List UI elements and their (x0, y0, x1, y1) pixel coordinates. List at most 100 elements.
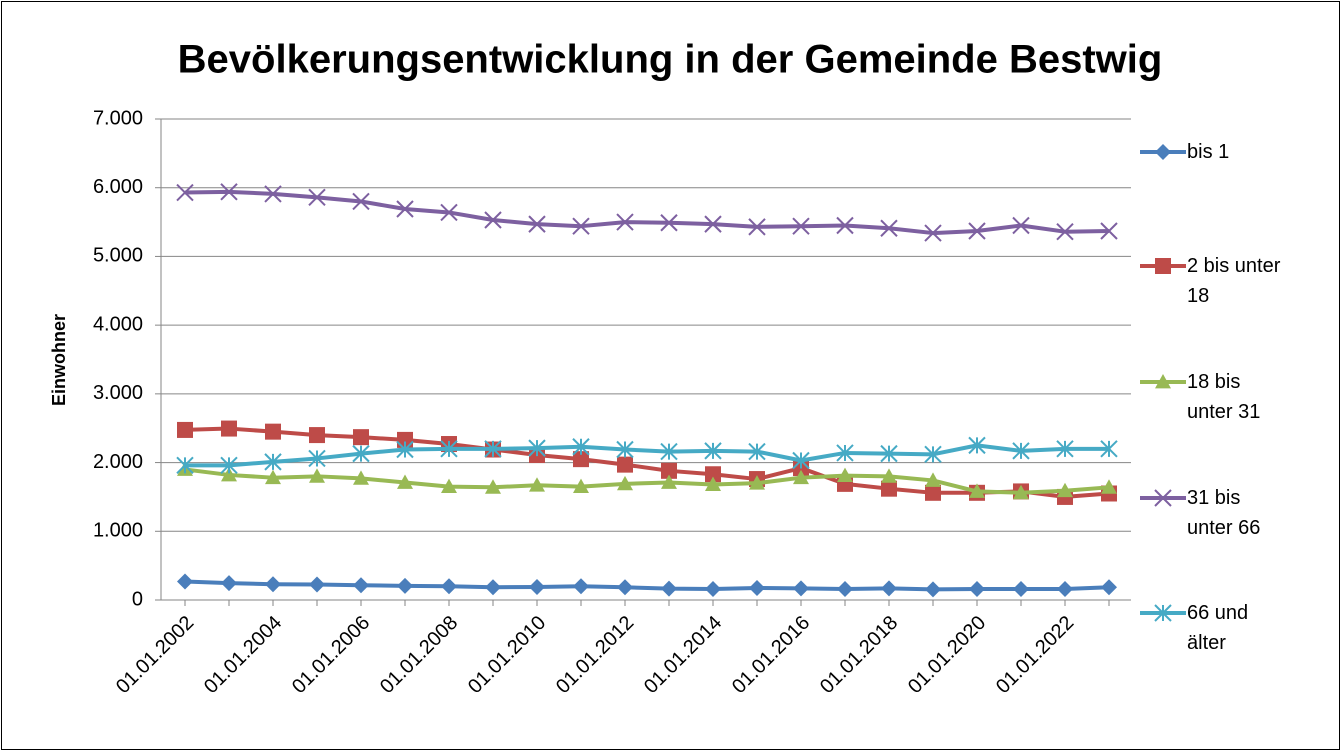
legend-label: 66 und älter (1187, 602, 1249, 654)
marker (528, 439, 546, 457)
marker (616, 440, 634, 459)
marker (440, 203, 458, 222)
legend-marker (1155, 258, 1171, 274)
marker (220, 456, 238, 475)
marker (176, 183, 194, 202)
y-tick-label: 3.000 (93, 382, 143, 404)
legend-label: 18 bis unter 31 (1187, 371, 1261, 423)
y-tick-label: 7.000 (93, 107, 143, 129)
marker (221, 466, 237, 482)
marker (397, 474, 413, 489)
marker (177, 573, 193, 590)
marker (880, 444, 898, 463)
marker (925, 581, 941, 598)
legend-marker (1154, 604, 1172, 622)
marker (573, 451, 589, 468)
marker (925, 484, 941, 501)
chart-title: Bevölkerungsentwicklung in der Gemeinde … (178, 38, 1163, 82)
marker (837, 467, 853, 483)
marker (265, 576, 281, 593)
marker (528, 215, 546, 233)
marker (485, 579, 501, 596)
marker (484, 440, 502, 458)
marker (440, 440, 458, 458)
legend-label: 2 bis unter 18 (1187, 255, 1281, 307)
marker (748, 218, 766, 236)
series-line (185, 443, 1109, 468)
marker (264, 185, 282, 203)
marker (441, 578, 457, 595)
marker (1100, 222, 1118, 240)
marker (484, 211, 502, 229)
y-tick-label: 5.000 (93, 245, 143, 267)
marker (1057, 482, 1073, 498)
marker (1056, 440, 1074, 458)
legend-marker (1155, 374, 1171, 389)
y-axis-label: Einwohner (49, 314, 69, 406)
marker (925, 472, 941, 487)
marker (1101, 479, 1117, 494)
y-tick-label: 4.000 (93, 313, 143, 335)
marker (309, 427, 325, 444)
y-tick-label: 6.000 (93, 176, 143, 198)
y-tick-label: 0 (132, 588, 143, 610)
marker (352, 192, 370, 211)
marker (308, 188, 326, 207)
marker (221, 575, 237, 592)
marker (265, 469, 281, 485)
marker (704, 215, 722, 233)
marker (573, 478, 589, 494)
marker (309, 576, 325, 593)
marker (749, 579, 765, 596)
legend-marker (1155, 144, 1171, 160)
legend-label: 31 bis unter 66 (1187, 487, 1261, 539)
marker (176, 456, 194, 475)
marker (837, 581, 853, 598)
marker (881, 480, 897, 497)
series-line (184, 467, 1110, 495)
marker (880, 219, 898, 237)
marker (396, 440, 414, 459)
series-line (184, 189, 1110, 236)
marker (661, 474, 677, 489)
marker (660, 442, 678, 461)
marker (616, 213, 634, 231)
marker (748, 442, 766, 461)
marker (441, 478, 457, 494)
marker (353, 577, 369, 594)
marker (704, 442, 722, 460)
marker (969, 581, 985, 598)
marker (177, 421, 193, 438)
marker (705, 466, 721, 483)
marker (968, 222, 986, 240)
marker (836, 444, 854, 462)
y-tick-label: 1.000 (93, 520, 143, 542)
marker (792, 217, 810, 235)
marker (396, 200, 414, 218)
marker (221, 420, 237, 437)
y-tick-label: 2.000 (93, 451, 143, 473)
marker (1012, 216, 1030, 235)
marker (397, 431, 413, 448)
marker (705, 581, 721, 598)
marker (353, 470, 369, 485)
marker (1013, 581, 1029, 598)
marker (220, 183, 238, 201)
marker (485, 479, 501, 494)
marker (749, 475, 765, 490)
legend-marker (1154, 489, 1172, 507)
marker (529, 477, 545, 492)
marker (1100, 440, 1118, 458)
series-line (184, 579, 1110, 592)
marker (924, 224, 942, 242)
marker (617, 579, 633, 596)
marker (881, 468, 897, 483)
marker (617, 475, 633, 491)
marker (705, 476, 721, 491)
marker (308, 449, 326, 468)
legend-label: bis 1 (1187, 141, 1230, 163)
marker (968, 436, 986, 455)
